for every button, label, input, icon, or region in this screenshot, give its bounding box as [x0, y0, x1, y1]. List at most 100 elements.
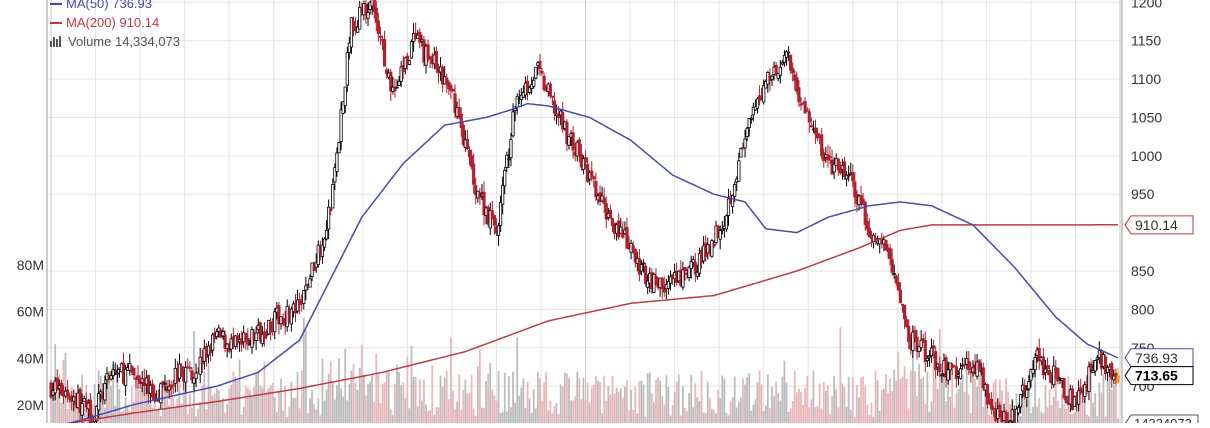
candle-body — [898, 289, 903, 304]
volume-bar — [905, 378, 908, 423]
candle-body — [998, 404, 1002, 418]
candle-body — [540, 70, 544, 74]
volume-bar — [934, 377, 937, 423]
volume-bar — [694, 383, 697, 423]
candle-body — [1031, 368, 1035, 374]
volume-bar — [592, 385, 595, 423]
volume-bar — [771, 386, 773, 423]
volume-bar — [116, 374, 119, 423]
volume-bar — [1081, 395, 1084, 423]
volume-bar — [715, 413, 717, 423]
candle-body — [712, 243, 716, 247]
volume-bar — [338, 358, 340, 423]
candle-body — [198, 356, 202, 375]
volume-bar — [885, 374, 887, 423]
close-last-value-text: 713.65 — [1135, 368, 1178, 384]
candle-body — [97, 393, 101, 411]
volume-bar — [845, 406, 848, 423]
volume-bar — [329, 360, 332, 423]
volume-bar — [1038, 397, 1041, 423]
volume-bar — [1104, 416, 1107, 423]
volume-bar — [224, 412, 226, 423]
volume-bar — [754, 399, 757, 423]
volume-bar — [928, 411, 931, 423]
volume-bar — [275, 412, 278, 423]
candle-body — [743, 138, 747, 149]
candle-body — [132, 367, 136, 376]
volume-bar — [895, 380, 898, 423]
volume-bar — [856, 384, 858, 423]
volume-bar — [621, 397, 624, 423]
candle-body — [590, 170, 594, 177]
candle-body — [82, 398, 86, 402]
volume-bar — [226, 404, 229, 423]
candle-body — [409, 41, 414, 59]
volume-bar — [478, 349, 481, 423]
candle-body — [1110, 362, 1114, 380]
volume-bar — [669, 415, 672, 423]
price-tick-label: 950 — [1131, 186, 1155, 202]
volume-bar — [677, 374, 680, 423]
volume-bar — [630, 389, 633, 423]
volume-bar — [806, 376, 809, 423]
candle-body — [312, 265, 316, 272]
volume-bar — [1054, 378, 1057, 423]
volume-bar — [423, 379, 425, 423]
candle-body — [179, 366, 184, 373]
candle-body — [770, 75, 774, 80]
candle-body — [208, 349, 213, 354]
volume-bar — [396, 364, 398, 423]
volume-bar — [66, 409, 69, 423]
volume-bar — [781, 376, 784, 423]
volume-bar — [271, 383, 274, 423]
volume-bar — [1046, 407, 1049, 423]
candle-body — [525, 80, 530, 91]
volume-bar — [391, 414, 394, 423]
candle-body — [505, 154, 509, 168]
volume-bar — [936, 389, 939, 423]
candle-body — [697, 253, 702, 274]
volume-bar — [675, 381, 678, 423]
volume-bar — [217, 390, 220, 423]
volume-bar — [1044, 384, 1047, 423]
volume-bar — [282, 410, 284, 423]
volume-bar — [686, 410, 688, 423]
volume-bar — [700, 371, 703, 423]
candle-body — [888, 248, 892, 260]
volume-bar — [220, 401, 222, 423]
volume-bar — [416, 406, 419, 423]
volume-bar — [967, 394, 970, 423]
volume-bar — [640, 380, 643, 423]
volume-bar — [762, 411, 765, 423]
volume-bar — [731, 397, 734, 423]
volume-bar — [783, 360, 786, 423]
volume-bar — [222, 398, 224, 423]
candle-body — [847, 174, 851, 177]
candle-body — [820, 134, 824, 157]
volume-bar — [1112, 384, 1115, 423]
volume-bar — [170, 386, 173, 423]
candle-body — [492, 215, 496, 226]
volume-bar — [565, 373, 568, 423]
candle-body — [507, 158, 511, 161]
volume-bar — [582, 377, 585, 423]
volume-bar — [360, 344, 363, 423]
ma50-line — [50, 102, 1119, 428]
volume-bar — [176, 398, 179, 423]
price-tick-label: 1100 — [1131, 71, 1161, 87]
volume-bar — [570, 400, 572, 423]
candle-body — [844, 174, 849, 180]
volume-bar — [151, 408, 154, 423]
volume-bar — [1106, 382, 1109, 423]
candle-body — [223, 334, 227, 349]
volume-bar — [296, 371, 299, 423]
volume-bar — [470, 374, 473, 423]
legend-volume-label: Volume 14,334,073 — [68, 34, 181, 49]
volume-bar — [375, 353, 378, 423]
volume-bar — [688, 393, 691, 423]
volume-bar — [1042, 413, 1045, 423]
candle-body — [691, 259, 695, 263]
volume-bar — [655, 380, 657, 423]
candle-body — [449, 85, 453, 91]
candle-body — [557, 113, 561, 118]
